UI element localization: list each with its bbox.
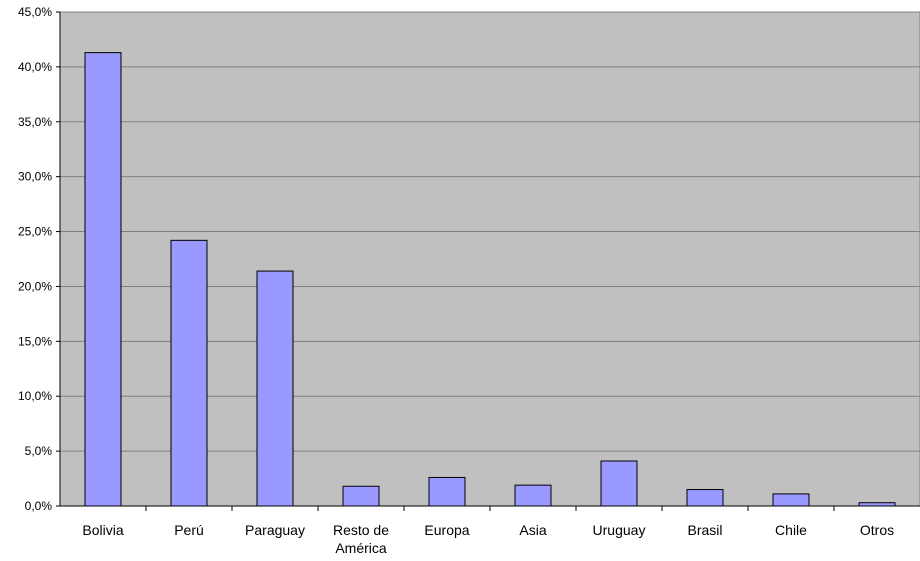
x-tick-label-line: Uruguay <box>593 522 646 538</box>
y-tick-label: 5,0% <box>25 444 53 458</box>
x-axis-ticks: Bolivia Perú Paraguay Resto de América Europa… <box>82 506 894 556</box>
x-tick-label: Perú <box>174 522 204 538</box>
y-tick-label: 45,0% <box>18 5 52 19</box>
x-tick-label: Chile <box>775 522 807 538</box>
bar-paraguay <box>256 270 294 507</box>
bar-asia <box>514 484 552 507</box>
x-tick-label-line: Chile <box>775 522 807 538</box>
y-tick-label: 15,0% <box>18 334 52 348</box>
bar-perú <box>170 239 208 507</box>
x-tick-label: Brasil <box>687 522 722 538</box>
bar-chile <box>772 493 810 507</box>
y-tick-label: 25,0% <box>18 225 52 239</box>
x-tick-label-line: Brasil <box>687 522 722 538</box>
bars <box>84 52 896 507</box>
bar-europa <box>428 476 466 507</box>
x-tick-label-line: Otros <box>860 522 894 538</box>
x-tick-label-line: Europa <box>424 522 469 538</box>
x-tick-label-line: Asia <box>519 522 546 538</box>
bar-uruguay <box>600 460 638 507</box>
x-tick-label-line: América <box>335 540 387 556</box>
x-tick-label: Paraguay <box>245 522 305 538</box>
x-tick-label: Resto de América <box>333 522 389 556</box>
y-tick-label: 40,0% <box>18 60 52 74</box>
y-axis-ticks: 0,0% 5,0% 10,0% 15,0% 20,0% 25,0% 30,0% 35,0% 40… <box>18 5 60 513</box>
bar-resto-de-américa <box>342 485 380 507</box>
x-tick-label-line: Resto de <box>333 522 389 538</box>
y-tick-label: 0,0% <box>25 499 53 513</box>
x-tick-label-line: Perú <box>174 522 204 538</box>
y-tick-label: 20,0% <box>18 279 52 293</box>
y-tick-label: 30,0% <box>18 170 52 184</box>
bar-bolivia <box>84 52 122 507</box>
y-tick-label: 10,0% <box>18 389 52 403</box>
x-tick-label: Asia <box>519 522 546 538</box>
y-tick-label: 35,0% <box>18 115 52 129</box>
bar-brasil <box>686 489 724 507</box>
x-tick-label: Europa <box>424 522 469 538</box>
x-tick-label-line: Paraguay <box>245 522 305 538</box>
x-tick-label-line: Bolivia <box>82 522 123 538</box>
x-tick-label: Uruguay <box>593 522 646 538</box>
x-tick-label: Bolivia <box>82 522 123 538</box>
x-tick-label: Otros <box>860 522 894 538</box>
